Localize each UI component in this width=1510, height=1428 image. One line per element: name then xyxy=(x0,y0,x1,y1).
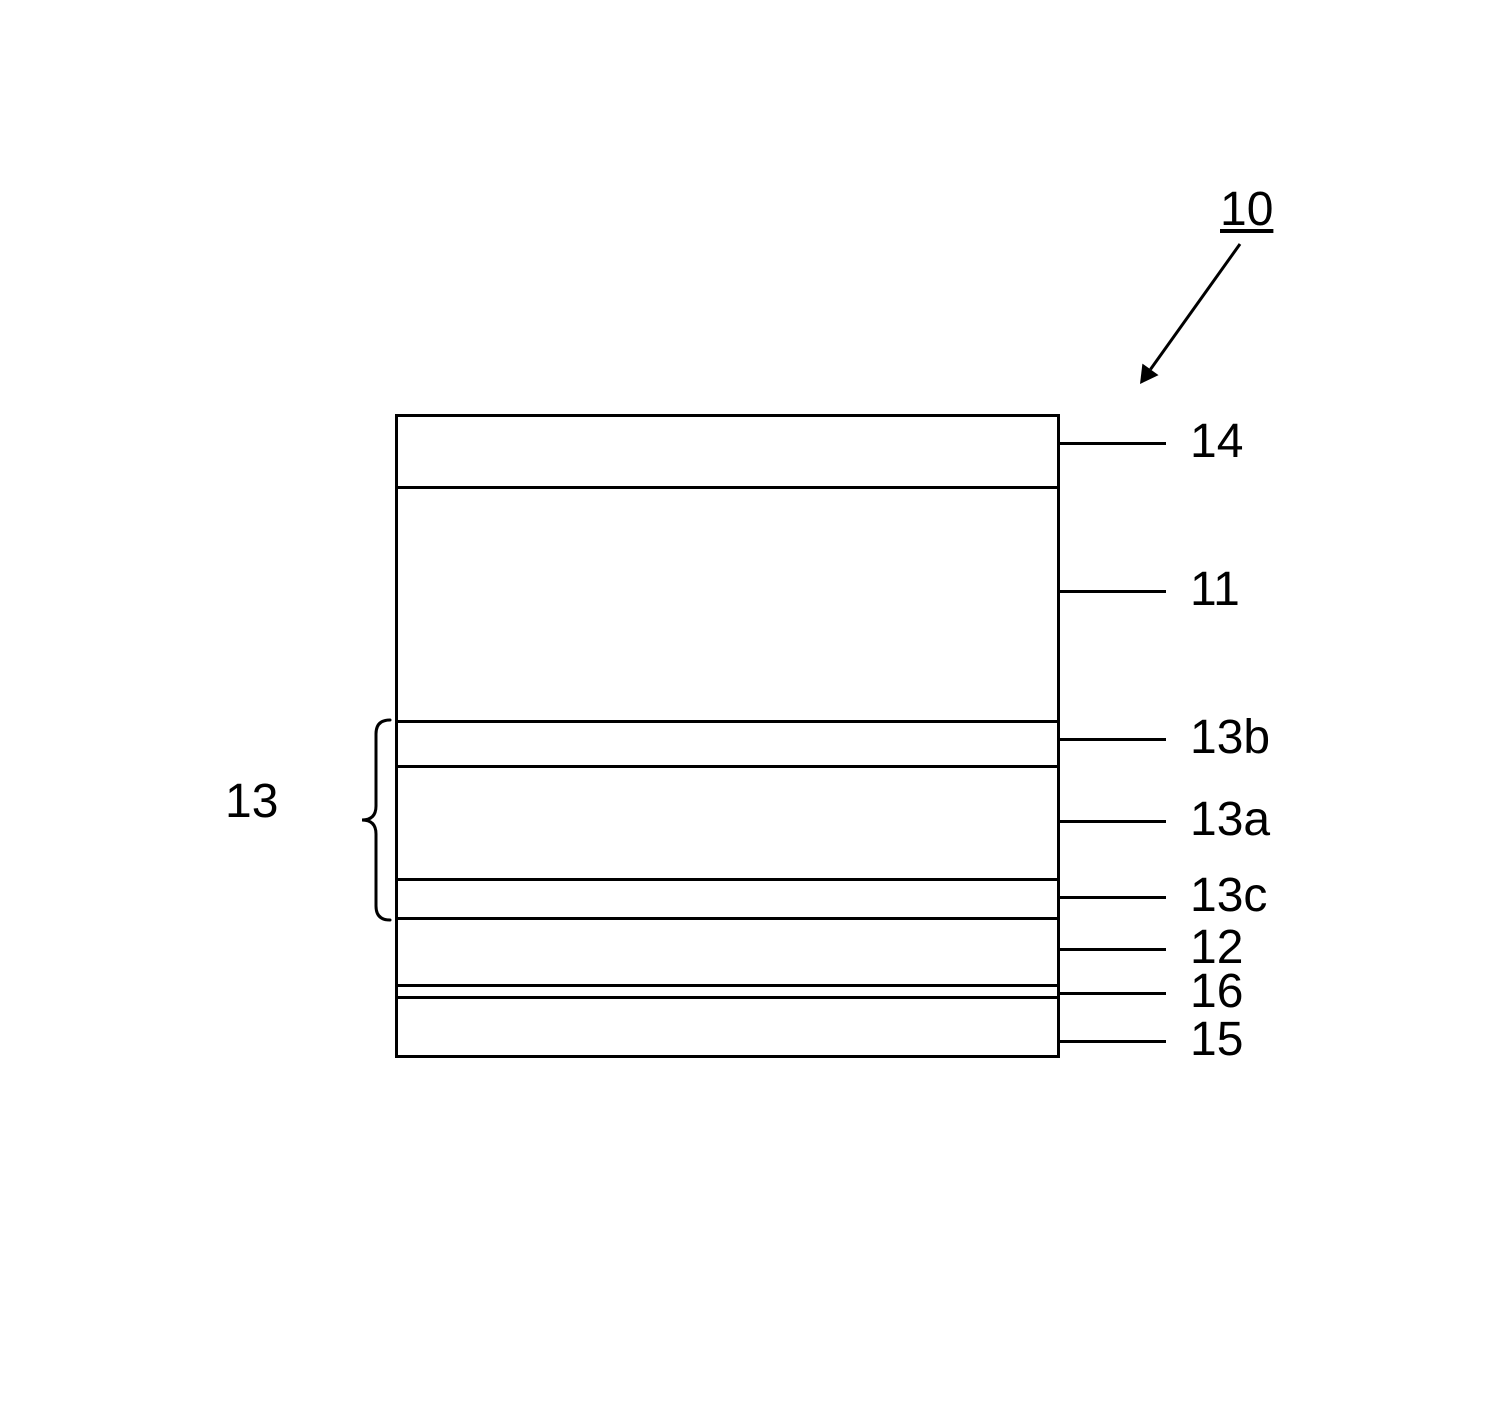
group-label-13: 13 xyxy=(225,778,278,826)
diagram-canvas: 141113b13a13c1216151310 xyxy=(0,0,1510,1428)
layer-13c xyxy=(395,878,1060,920)
leader-16 xyxy=(1060,992,1166,995)
leader-14 xyxy=(1060,442,1166,445)
layer-14 xyxy=(395,414,1060,489)
label-15: 15 xyxy=(1190,1016,1243,1064)
label-14: 14 xyxy=(1190,418,1243,466)
label-13b: 13b xyxy=(1190,714,1270,762)
layer-13b xyxy=(395,720,1060,768)
label-13c: 13c xyxy=(1190,872,1267,920)
leader-12 xyxy=(1060,948,1166,951)
layer-13a xyxy=(395,765,1060,881)
leader-11 xyxy=(1060,590,1166,593)
label-13a: 13a xyxy=(1190,796,1270,844)
leader-15 xyxy=(1060,1040,1166,1043)
figure-arrow xyxy=(1120,224,1260,404)
label-16: 16 xyxy=(1190,968,1243,1016)
layer-11 xyxy=(395,486,1060,723)
leader-13c xyxy=(1060,896,1166,899)
leader-13b xyxy=(1060,738,1166,741)
layer-15 xyxy=(395,996,1060,1058)
layer-12 xyxy=(395,917,1060,987)
label-11: 11 xyxy=(1190,566,1240,614)
brace-13 xyxy=(335,720,390,920)
leader-13a xyxy=(1060,820,1166,823)
